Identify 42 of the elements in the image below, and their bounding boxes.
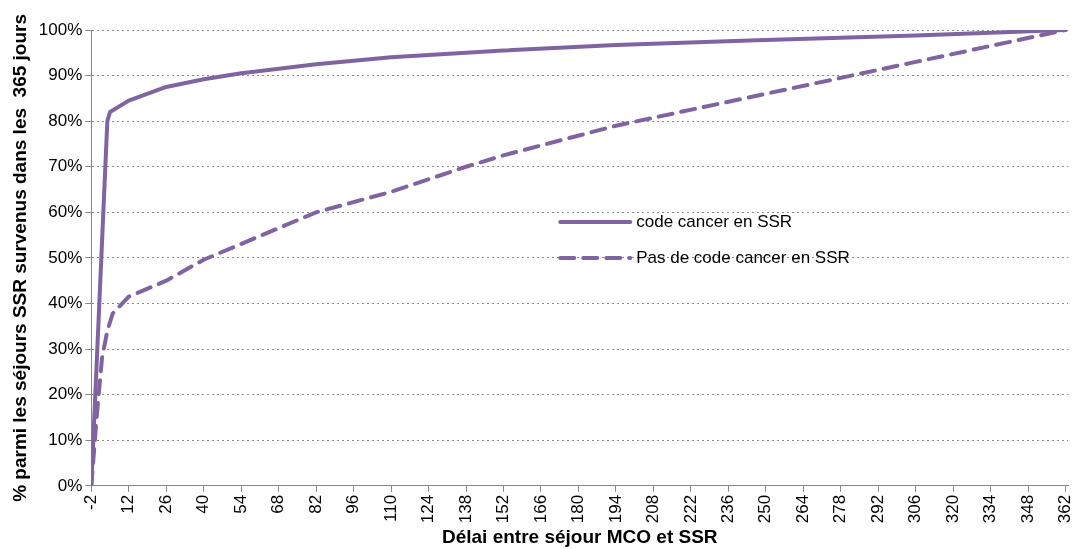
legend-label: code cancer en SSR: [636, 211, 793, 231]
x-tick-label: 68: [268, 494, 288, 514]
x-tick-label: -2: [80, 494, 100, 510]
x-tick-label: 124: [418, 494, 438, 524]
x-tick-label: 152: [493, 494, 513, 524]
x-tick-label: 194: [605, 494, 625, 524]
y-tick-label: 100%: [38, 19, 83, 39]
x-tick-label: 320: [942, 494, 962, 524]
x-tick-label: 236: [718, 494, 737, 524]
x-tick-label: 348: [1017, 494, 1037, 524]
x-tick-label: 12: [118, 494, 138, 514]
y-axis-title: % parmi les séjours SSR survenus dans les 365 jours: [8, 13, 30, 502]
x-axis-title: Délai entre séjour MCO et SSR: [441, 525, 718, 547]
y-tick-label: 90%: [48, 65, 83, 85]
x-tick-label: 334: [980, 494, 1000, 524]
y-tick-label: 0%: [57, 475, 83, 495]
x-tick-label: 278: [830, 494, 850, 524]
x-tick-label: 264: [792, 494, 812, 524]
x-tick-label: 54: [230, 494, 250, 514]
x-tick-label: 166: [530, 494, 550, 524]
x-tick-label: 110: [380, 494, 400, 522]
y-tick-label: 70%: [48, 156, 83, 176]
y-tick-label: 30%: [48, 338, 83, 358]
x-tick-label: 222: [680, 494, 700, 524]
x-tick-label: 208: [643, 494, 663, 524]
x-tick-label: 292: [867, 494, 887, 524]
x-tick-label: 250: [755, 494, 775, 524]
y-tick-label: 40%: [48, 293, 83, 313]
x-tick-label: 306: [905, 494, 925, 524]
x-tick-label: 362: [1055, 494, 1075, 524]
y-tick-label: 50%: [48, 247, 83, 267]
x-tick-label: 138: [455, 494, 475, 524]
x-tick-label: 96: [343, 494, 363, 514]
y-tick-label: 20%: [48, 384, 83, 404]
legend-label: Pas de code cancer en SSR: [636, 247, 850, 267]
x-tick-label: 82: [305, 494, 325, 514]
x-tick-label: 180: [568, 494, 588, 524]
y-tick-label: 60%: [48, 202, 83, 222]
x-tick-label: 40: [193, 494, 213, 514]
y-tick-label: 10%: [48, 429, 83, 449]
y-tick-label: 80%: [48, 110, 83, 130]
x-tick-label: 26: [155, 494, 175, 514]
